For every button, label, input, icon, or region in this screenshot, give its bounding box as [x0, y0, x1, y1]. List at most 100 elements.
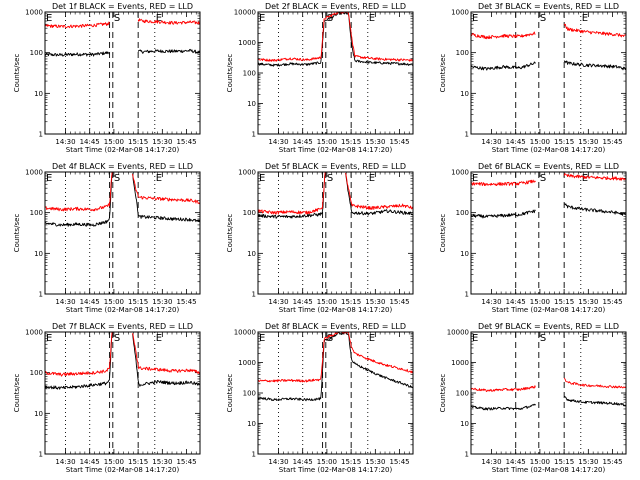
marker-label: E	[46, 13, 52, 24]
panel-title: Det 8f BLACK = Events, RED = LLD	[265, 322, 406, 331]
y-tick-label: 100	[456, 209, 469, 217]
y-tick-label: 1000	[238, 39, 256, 47]
x-tick-label: 15:15	[341, 138, 361, 146]
plot-frame	[470, 11, 627, 135]
x-tick-label: 15:45	[602, 138, 622, 146]
series-group	[45, 18, 200, 57]
panel-title: Det 1f BLACK = Events, RED = LLD	[52, 2, 193, 11]
panel-det-9: Det 9f BLACK = Events, RED = LLD 1 10 100 10…	[439, 322, 627, 474]
marker-label: S	[540, 13, 546, 24]
series-line-events	[45, 172, 200, 227]
x-tick-label: 15:00	[317, 458, 337, 466]
panel-title: Det 3f BLACK = Events, RED = LLD	[478, 2, 619, 11]
x-tick-label: 15:00	[530, 298, 550, 306]
series-line-events	[471, 395, 626, 411]
x-tick-label: 15:45	[389, 458, 409, 466]
y-tick-label: 100	[30, 369, 43, 377]
x-tick-label: 15:30	[152, 138, 172, 146]
y-tick-label: 10000	[234, 329, 256, 337]
x-tick-label: 15:45	[176, 138, 196, 146]
x-tick-label: 15:45	[176, 298, 196, 306]
plot-frame	[257, 331, 414, 455]
marker-label: E	[156, 13, 162, 24]
marker-label: S	[114, 333, 120, 344]
x-axis-label: Start Time (02-Mar-08 14:17:20)	[279, 306, 393, 314]
x-tick-label: 15:00	[104, 458, 124, 466]
panel-title: Det 2f BLACK = Events, RED = LLD	[265, 2, 406, 11]
marker-label: E	[46, 173, 52, 184]
x-tick-label: 15:30	[152, 458, 172, 466]
x-tick-label: 15:00	[104, 298, 124, 306]
series-line-lld	[471, 23, 626, 40]
x-tick-label: 14:30	[268, 458, 288, 466]
panel-title: Det 7f BLACK = Events, RED = LLD	[52, 322, 193, 331]
x-tick-label: 14:45	[293, 458, 313, 466]
y-tick-label: 10	[460, 420, 469, 428]
x-tick-label: 15:30	[152, 298, 172, 306]
x-tick-label: 14:30	[55, 138, 75, 146]
y-tick-label: 1000	[25, 169, 43, 177]
marker-label: S	[327, 173, 333, 184]
series-group	[45, 332, 200, 390]
marker-label: E	[369, 13, 375, 24]
y-tick-label: 10	[34, 90, 43, 98]
y-tick-label: 1	[252, 451, 256, 459]
x-tick-label: 15:45	[176, 458, 196, 466]
y-tick-label: 100	[456, 49, 469, 57]
marker-label: E	[369, 173, 375, 184]
panel-title: Det 5f BLACK = Events, RED = LLD	[265, 162, 406, 171]
x-tick-label: 15:45	[389, 138, 409, 146]
x-axis-label: Start Time (02-Mar-08 14:17:20)	[66, 466, 180, 474]
series-line-lld	[45, 172, 200, 212]
x-tick-label: 15:45	[602, 458, 622, 466]
x-tick-label: 15:15	[554, 138, 574, 146]
y-tick-label: 1	[39, 451, 43, 459]
x-tick-label: 15:30	[578, 298, 598, 306]
y-tick-label: 1	[465, 131, 469, 139]
panel-det-1: Det 1f BLACK = Events, RED = LLD 1 10 100 10…	[13, 2, 201, 154]
x-tick-label: 14:30	[55, 298, 75, 306]
series-line-lld	[258, 172, 413, 215]
series-group	[258, 332, 413, 402]
y-tick-label: 100	[243, 70, 256, 78]
y-tick-label: 1	[252, 291, 256, 299]
series-group	[471, 173, 626, 219]
x-tick-label: 14:45	[293, 298, 313, 306]
x-tick-label: 15:30	[578, 458, 598, 466]
panel-det-7: Det 7f BLACK = Events, RED = LLD 1 10 100 10…	[13, 322, 201, 474]
y-tick-label: 1	[252, 131, 256, 139]
marker-label: E	[259, 173, 265, 184]
series-line-events	[45, 48, 200, 57]
y-tick-label: 1000	[238, 359, 256, 367]
x-tick-label: 14:30	[268, 138, 288, 146]
x-tick-label: 15:15	[128, 298, 148, 306]
x-tick-label: 15:15	[554, 298, 574, 306]
series-line-lld	[471, 173, 626, 187]
y-tick-label: 10000	[447, 329, 469, 337]
marker-label: E	[369, 333, 375, 344]
x-tick-label: 15:30	[365, 298, 385, 306]
y-axis-label: Counts/sec	[13, 54, 21, 93]
x-tick-label: 14:30	[268, 298, 288, 306]
y-tick-label: 100	[243, 209, 256, 217]
series-line-events	[258, 332, 413, 402]
series-line-lld	[45, 18, 200, 29]
marker-label: S	[114, 173, 120, 184]
plot-frame	[257, 171, 414, 295]
y-tick-label: 1000	[451, 359, 469, 367]
series-line-lld	[258, 12, 413, 62]
series-group	[471, 23, 626, 71]
marker-label: E	[582, 13, 588, 24]
marker-label: E	[156, 333, 162, 344]
marker-label: E	[46, 333, 52, 344]
series-line-events	[258, 173, 413, 219]
y-tick-label: 10	[34, 250, 43, 258]
series-line-events	[45, 332, 200, 390]
y-tick-label: 100	[456, 390, 469, 398]
y-tick-label: 10	[247, 420, 256, 428]
x-tick-label: 15:15	[128, 458, 148, 466]
y-tick-label: 1000	[238, 169, 256, 177]
y-axis-label: Counts/sec	[439, 54, 447, 93]
x-tick-label: 14:30	[55, 458, 75, 466]
